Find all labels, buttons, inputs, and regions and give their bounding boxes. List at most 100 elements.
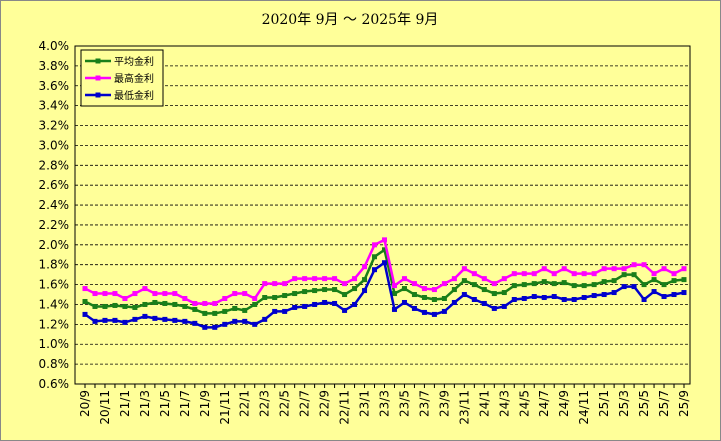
point-marker bbox=[511, 283, 517, 289]
point-marker bbox=[382, 247, 387, 253]
x-tick-label: 21/9 bbox=[198, 390, 212, 417]
point-marker bbox=[561, 297, 567, 302]
point-marker bbox=[621, 272, 627, 278]
x-tick-label: 24/9 bbox=[557, 390, 571, 417]
point-marker bbox=[401, 299, 407, 305]
point-marker bbox=[521, 296, 527, 302]
point-marker bbox=[82, 298, 88, 304]
point-marker bbox=[671, 271, 677, 277]
point-marker bbox=[332, 300, 338, 306]
point-marker bbox=[391, 283, 397, 289]
x-tick-label: 23/5 bbox=[397, 390, 411, 417]
x-tick-label: 21/1 bbox=[118, 390, 132, 417]
point-marker bbox=[551, 281, 557, 287]
x-tick-label: 25/3 bbox=[617, 390, 631, 417]
point-marker bbox=[471, 297, 477, 302]
point-marker bbox=[352, 276, 358, 282]
y-tick-label: 2.4% bbox=[39, 198, 70, 212]
point-marker bbox=[491, 291, 497, 297]
y-tick-label: 3.6% bbox=[39, 79, 70, 93]
point-marker bbox=[431, 297, 437, 302]
point-marker bbox=[681, 290, 687, 296]
point-marker bbox=[571, 297, 577, 302]
point-marker bbox=[671, 292, 677, 298]
point-marker bbox=[352, 301, 358, 307]
point-marker bbox=[601, 266, 607, 272]
point-marker bbox=[521, 282, 527, 288]
point-marker bbox=[591, 293, 597, 299]
point-marker bbox=[431, 287, 437, 293]
point-marker bbox=[401, 276, 407, 282]
point-marker bbox=[332, 287, 338, 293]
x-tick-label: 22/11 bbox=[338, 390, 352, 425]
point-marker bbox=[342, 292, 348, 298]
point-marker bbox=[282, 281, 288, 287]
x-tick-label: 23/11 bbox=[457, 390, 471, 425]
y-tick-label: 3.4% bbox=[39, 99, 70, 113]
point-marker bbox=[152, 315, 158, 321]
point-marker bbox=[511, 297, 517, 302]
point-marker bbox=[421, 295, 427, 301]
point-marker bbox=[152, 291, 158, 297]
point-marker bbox=[92, 318, 98, 324]
point-marker bbox=[172, 301, 178, 307]
point-marker bbox=[152, 299, 158, 305]
point-marker bbox=[491, 305, 497, 311]
point-marker bbox=[142, 301, 148, 307]
y-tick-label: 3.8% bbox=[39, 59, 70, 73]
point-marker bbox=[372, 267, 378, 273]
point-marker bbox=[651, 289, 657, 295]
point-marker bbox=[282, 308, 288, 314]
point-marker bbox=[192, 320, 198, 326]
point-marker bbox=[571, 283, 577, 289]
point-marker bbox=[661, 282, 667, 288]
point-marker bbox=[122, 303, 128, 309]
point-marker bbox=[451, 276, 457, 282]
point-marker bbox=[481, 287, 487, 293]
point-marker bbox=[102, 291, 108, 297]
point-marker bbox=[541, 295, 547, 301]
point-marker bbox=[182, 303, 188, 309]
point-marker bbox=[162, 300, 168, 306]
y-tick-label: 2.6% bbox=[39, 178, 70, 192]
point-marker bbox=[411, 305, 417, 311]
point-marker bbox=[322, 299, 328, 305]
point-marker bbox=[641, 262, 647, 268]
point-marker bbox=[591, 271, 597, 277]
point-marker bbox=[352, 286, 358, 292]
point-marker bbox=[671, 278, 677, 284]
point-marker bbox=[242, 318, 248, 324]
legend-marker bbox=[95, 58, 101, 64]
point-marker bbox=[262, 281, 268, 287]
legend-marker bbox=[95, 92, 101, 98]
point-marker bbox=[631, 272, 637, 278]
point-marker bbox=[382, 260, 387, 266]
point-marker bbox=[372, 254, 378, 260]
x-tick-label: 21/5 bbox=[158, 390, 172, 417]
point-marker bbox=[681, 266, 687, 272]
point-marker bbox=[112, 302, 118, 308]
point-marker bbox=[82, 311, 88, 317]
x-tick-label: 22/3 bbox=[258, 390, 272, 417]
x-tick-label: 25/9 bbox=[677, 390, 691, 417]
point-marker bbox=[252, 301, 258, 307]
point-marker bbox=[362, 288, 368, 294]
point-marker bbox=[142, 313, 148, 319]
point-marker bbox=[202, 300, 208, 306]
x-tick-label: 22/5 bbox=[278, 390, 292, 417]
point-marker bbox=[641, 297, 647, 302]
point-marker bbox=[382, 237, 387, 243]
point-marker bbox=[102, 303, 108, 309]
x-tick-label: 24/5 bbox=[517, 390, 531, 417]
point-marker bbox=[541, 279, 547, 285]
point-marker bbox=[481, 276, 487, 282]
point-marker bbox=[391, 291, 397, 297]
point-marker bbox=[461, 266, 467, 272]
point-marker bbox=[411, 281, 417, 287]
y-tick-label: 2.8% bbox=[39, 158, 70, 172]
point-marker bbox=[551, 294, 557, 300]
point-marker bbox=[391, 306, 397, 312]
legend-label: 最高金利 bbox=[114, 72, 154, 85]
point-marker bbox=[561, 266, 567, 272]
